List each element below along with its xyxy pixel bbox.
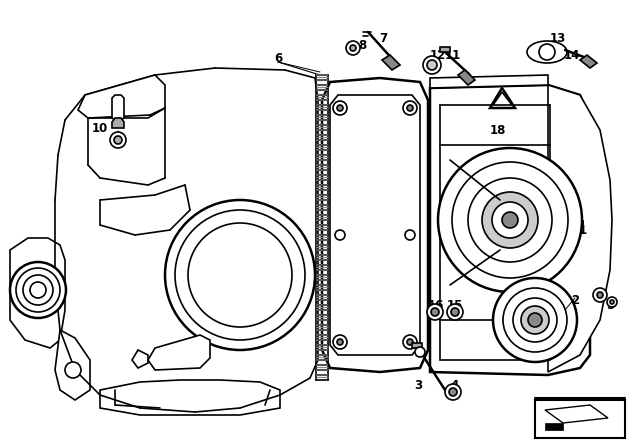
- Text: 6: 6: [274, 52, 282, 65]
- Circle shape: [403, 335, 417, 349]
- Circle shape: [10, 262, 66, 318]
- Polygon shape: [458, 70, 475, 85]
- Circle shape: [528, 313, 542, 327]
- Text: 4: 4: [451, 379, 459, 392]
- Circle shape: [175, 210, 305, 340]
- Polygon shape: [132, 350, 148, 368]
- Polygon shape: [548, 85, 612, 372]
- Circle shape: [350, 45, 356, 51]
- Circle shape: [333, 101, 347, 115]
- Text: 8: 8: [358, 39, 366, 52]
- Text: 15: 15: [447, 298, 463, 311]
- Polygon shape: [382, 55, 400, 70]
- Circle shape: [521, 306, 549, 334]
- Circle shape: [403, 101, 417, 115]
- Circle shape: [407, 105, 413, 111]
- Circle shape: [335, 230, 345, 240]
- Text: 14: 14: [564, 48, 580, 61]
- Circle shape: [597, 292, 603, 298]
- Text: 2: 2: [571, 293, 579, 306]
- Circle shape: [427, 60, 437, 70]
- Circle shape: [593, 288, 607, 302]
- Circle shape: [431, 308, 439, 316]
- Circle shape: [493, 278, 577, 362]
- Text: 10: 10: [92, 121, 108, 134]
- Text: 5: 5: [606, 298, 614, 311]
- Circle shape: [503, 288, 567, 352]
- Text: 9: 9: [96, 103, 104, 116]
- Circle shape: [346, 41, 360, 55]
- Polygon shape: [100, 380, 280, 415]
- Text: 00173591: 00173591: [555, 430, 605, 440]
- Circle shape: [188, 223, 292, 327]
- Circle shape: [607, 297, 617, 307]
- Text: 16: 16: [428, 298, 444, 311]
- Circle shape: [407, 339, 413, 345]
- Circle shape: [30, 282, 46, 298]
- Polygon shape: [493, 92, 512, 105]
- Circle shape: [452, 162, 568, 278]
- Circle shape: [502, 212, 518, 228]
- Polygon shape: [10, 238, 65, 348]
- Text: 3: 3: [414, 379, 422, 392]
- Circle shape: [447, 304, 463, 320]
- Text: 17: 17: [180, 352, 196, 365]
- Circle shape: [333, 335, 347, 349]
- Circle shape: [513, 298, 557, 342]
- Circle shape: [449, 388, 457, 396]
- Circle shape: [468, 178, 552, 262]
- Polygon shape: [322, 78, 428, 372]
- Text: 12: 12: [430, 48, 446, 61]
- Polygon shape: [440, 47, 450, 52]
- Circle shape: [492, 202, 528, 238]
- Polygon shape: [580, 55, 597, 68]
- Ellipse shape: [527, 41, 567, 63]
- Text: 13: 13: [550, 31, 566, 44]
- Polygon shape: [545, 423, 563, 430]
- Circle shape: [337, 339, 343, 345]
- Circle shape: [451, 308, 459, 316]
- Circle shape: [427, 304, 443, 320]
- Polygon shape: [148, 335, 210, 370]
- Circle shape: [65, 362, 81, 378]
- Circle shape: [610, 300, 614, 304]
- Text: 1: 1: [579, 224, 587, 237]
- Polygon shape: [430, 75, 548, 88]
- Circle shape: [23, 275, 53, 305]
- Polygon shape: [112, 118, 124, 128]
- Circle shape: [423, 56, 441, 74]
- Circle shape: [539, 44, 555, 60]
- Circle shape: [165, 200, 315, 350]
- Polygon shape: [330, 95, 420, 355]
- Text: 11: 11: [445, 48, 461, 61]
- Circle shape: [438, 148, 582, 292]
- Polygon shape: [412, 343, 422, 348]
- Circle shape: [114, 136, 122, 144]
- Circle shape: [445, 384, 461, 400]
- Polygon shape: [545, 405, 608, 423]
- Polygon shape: [78, 75, 165, 118]
- Circle shape: [337, 105, 343, 111]
- Polygon shape: [55, 330, 90, 400]
- Circle shape: [482, 192, 538, 248]
- Circle shape: [110, 132, 126, 148]
- Polygon shape: [430, 85, 590, 375]
- Text: 7: 7: [379, 31, 387, 44]
- Circle shape: [415, 347, 425, 357]
- Circle shape: [405, 230, 415, 240]
- Polygon shape: [490, 88, 515, 108]
- Bar: [535, 400, 625, 438]
- Circle shape: [16, 268, 60, 312]
- Polygon shape: [112, 95, 124, 120]
- Text: 18: 18: [490, 124, 506, 137]
